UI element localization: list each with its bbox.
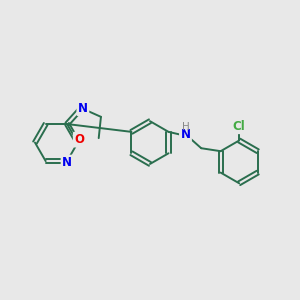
Text: N: N: [62, 156, 72, 169]
Text: H: H: [182, 122, 189, 131]
Text: O: O: [74, 133, 84, 146]
Text: Cl: Cl: [233, 120, 245, 133]
Text: N: N: [78, 102, 88, 115]
Text: N: N: [181, 128, 190, 141]
